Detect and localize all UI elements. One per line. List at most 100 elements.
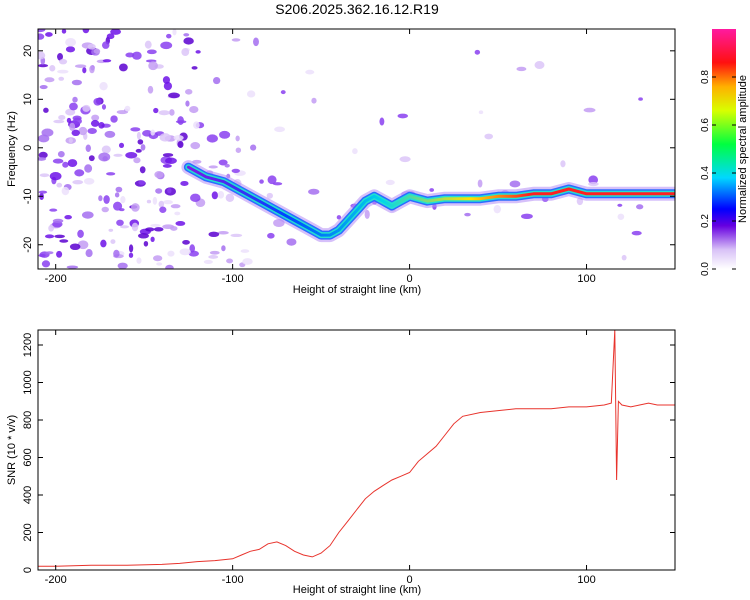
snr-y-tick-label: 600 <box>22 448 34 466</box>
noise-speck <box>175 221 186 226</box>
noise-speck <box>140 144 146 151</box>
noise-speck <box>65 37 77 47</box>
noise-speck <box>85 144 91 152</box>
noise-speck <box>72 96 78 103</box>
noise-speck <box>193 121 200 129</box>
noise-speck <box>397 113 409 119</box>
noise-speck <box>190 193 201 203</box>
noise-speck <box>509 180 521 188</box>
snr-y-tick-label: 0 <box>22 567 34 573</box>
noise-speck <box>38 51 46 60</box>
noise-speck <box>137 139 144 145</box>
noise-speck <box>102 59 112 63</box>
noise-speck <box>41 128 54 137</box>
noise-speck <box>148 61 158 71</box>
noise-speck <box>385 179 395 186</box>
noise-speck <box>191 66 198 70</box>
snr-y-tick-label: 1200 <box>22 333 34 357</box>
noise-speck <box>231 168 240 173</box>
noise-speck <box>98 195 103 202</box>
spectrogram-y-tick-label: -20 <box>22 237 34 253</box>
noise-speck <box>177 141 184 149</box>
noise-speck <box>38 29 46 33</box>
noise-speck <box>631 230 642 236</box>
noise-speck <box>61 186 70 196</box>
snr-panel: -200 -100 0 100 0 200 400 600 800 1000 1200 Heigh… <box>6 329 676 596</box>
noise-speck <box>474 49 481 55</box>
noise-speck <box>280 90 286 95</box>
noise-speck <box>231 38 241 42</box>
noise-speck <box>636 204 644 210</box>
spectrogram-x-tick-label: 0 <box>407 273 413 285</box>
noise-speck <box>588 182 599 187</box>
noise-speck <box>150 223 161 227</box>
noise-speck <box>61 29 67 34</box>
noise-speck <box>224 163 230 168</box>
noise-speck <box>116 219 124 226</box>
noise-speck <box>246 90 256 98</box>
noise-speck <box>167 187 172 194</box>
noise-speck <box>67 159 78 168</box>
noise-speck <box>38 151 48 159</box>
noise-speck <box>49 208 58 212</box>
noise-speck <box>93 97 102 106</box>
noise-speck <box>48 224 54 232</box>
spectrogram-y-tick-label: 0 <box>22 145 34 151</box>
snr-x-label: Height of straight line (km) <box>293 584 421 596</box>
spectrogram-y-tick-label: 20 <box>22 45 34 57</box>
noise-speck <box>49 65 56 72</box>
noise-speck <box>85 249 93 258</box>
noise-speck <box>168 92 180 99</box>
noise-speck <box>267 232 275 239</box>
noise-speck <box>45 32 53 37</box>
noise-speck <box>82 67 87 74</box>
noise-speck <box>145 227 155 232</box>
noise-speck <box>159 133 171 142</box>
noise-speck <box>225 193 235 202</box>
noise-speck <box>38 64 49 68</box>
noise-speck <box>143 240 149 247</box>
noise-speck <box>165 264 174 269</box>
noise-speck <box>242 258 253 265</box>
noise-speck <box>103 195 110 204</box>
noise-speck <box>136 257 142 264</box>
noise-speck <box>38 33 45 40</box>
noise-speck <box>52 218 64 224</box>
noise-speck <box>521 213 533 220</box>
spectrogram-x-ticks: -200 -100 0 100 <box>45 29 596 285</box>
noise-speck <box>90 119 100 127</box>
noise-speck <box>181 48 190 56</box>
noise-speck <box>219 130 231 139</box>
noise-speck <box>163 200 173 205</box>
noise-speck <box>106 33 115 40</box>
noise-speck <box>183 33 190 37</box>
noise-speck <box>169 109 175 116</box>
noise-speck <box>240 249 250 253</box>
noise-speck <box>259 179 264 184</box>
noise-speck <box>212 76 221 85</box>
noise-speck <box>57 150 65 158</box>
noise-speck <box>69 102 78 111</box>
snr-y-tick-label: 800 <box>22 411 34 429</box>
noise-speck <box>170 204 181 209</box>
noise-speck <box>364 209 370 219</box>
noise-speck <box>58 76 65 81</box>
noise-speck <box>250 144 257 151</box>
noise-speck <box>139 166 146 174</box>
noise-speck <box>106 172 116 176</box>
noise-speck <box>183 37 194 45</box>
noise-speck <box>534 61 545 70</box>
noise-speck <box>267 175 277 185</box>
noise-speck <box>189 105 199 114</box>
noise-speck <box>38 253 46 258</box>
noise-speck <box>98 152 111 162</box>
noise-speck <box>64 215 72 220</box>
noise-speck <box>82 29 90 34</box>
spectrogram-x-label: Height of straight line (km) <box>293 284 421 296</box>
noise-speck <box>128 252 134 258</box>
noise-speck <box>38 190 48 194</box>
noise-speck <box>150 236 155 243</box>
noise-speck <box>266 192 273 199</box>
noise-speck <box>72 117 82 125</box>
noise-speck <box>153 107 159 114</box>
